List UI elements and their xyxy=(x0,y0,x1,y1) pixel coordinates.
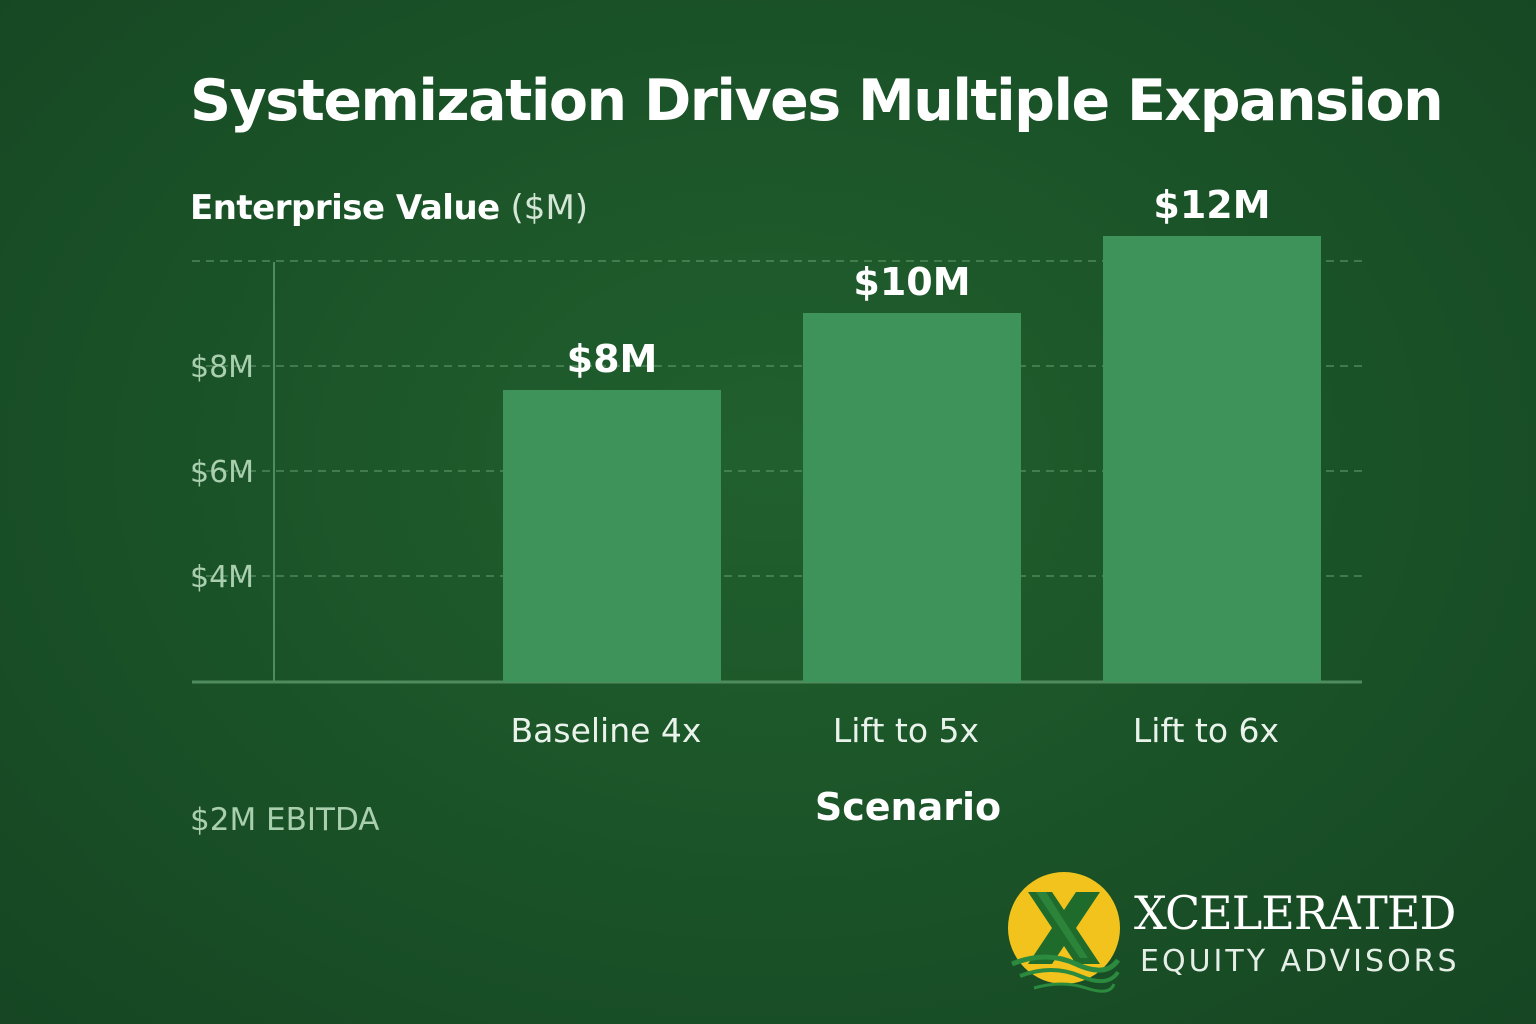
x-tick-label: Lift to 6x xyxy=(1133,711,1279,750)
y-axis-label-unit: ($M) xyxy=(510,188,589,228)
data-label: $12M xyxy=(1153,183,1270,227)
logo-name: XCELERATED xyxy=(1134,886,1456,940)
data-label: $8M xyxy=(567,337,658,381)
logo-tagline: EQUITY ADVISORS xyxy=(1140,944,1460,979)
bar xyxy=(503,390,721,682)
company-logo: XCELERATED EQUITY ADVISORS xyxy=(1006,868,1506,1008)
y-axis-label-text: Enterprise Value xyxy=(190,188,500,228)
x-axis-label: Scenario xyxy=(815,785,1001,829)
data-label: $10M xyxy=(853,260,970,304)
logo-x-emblem-icon xyxy=(1008,872,1121,993)
x-tick-label: Baseline 4x xyxy=(511,711,702,750)
chart-title: Systemization Drives Multiple Expansion xyxy=(190,68,1444,134)
y-tick-label: $4M xyxy=(190,560,254,595)
ebitda-footnote: $2M EBITDA xyxy=(190,802,380,838)
bar xyxy=(803,313,1021,682)
labels: $4M $6M $8M $8M Baseline 4x $10M Lift to 5x $12… xyxy=(190,183,1279,829)
y-axis-label: Enterprise Value ($M) xyxy=(190,188,588,228)
x-tick-label: Lift to 5x xyxy=(833,711,979,750)
bars xyxy=(503,236,1321,682)
bar xyxy=(1103,236,1321,682)
y-tick-label: $6M xyxy=(190,455,254,490)
y-tick-label: $8M xyxy=(190,350,254,385)
